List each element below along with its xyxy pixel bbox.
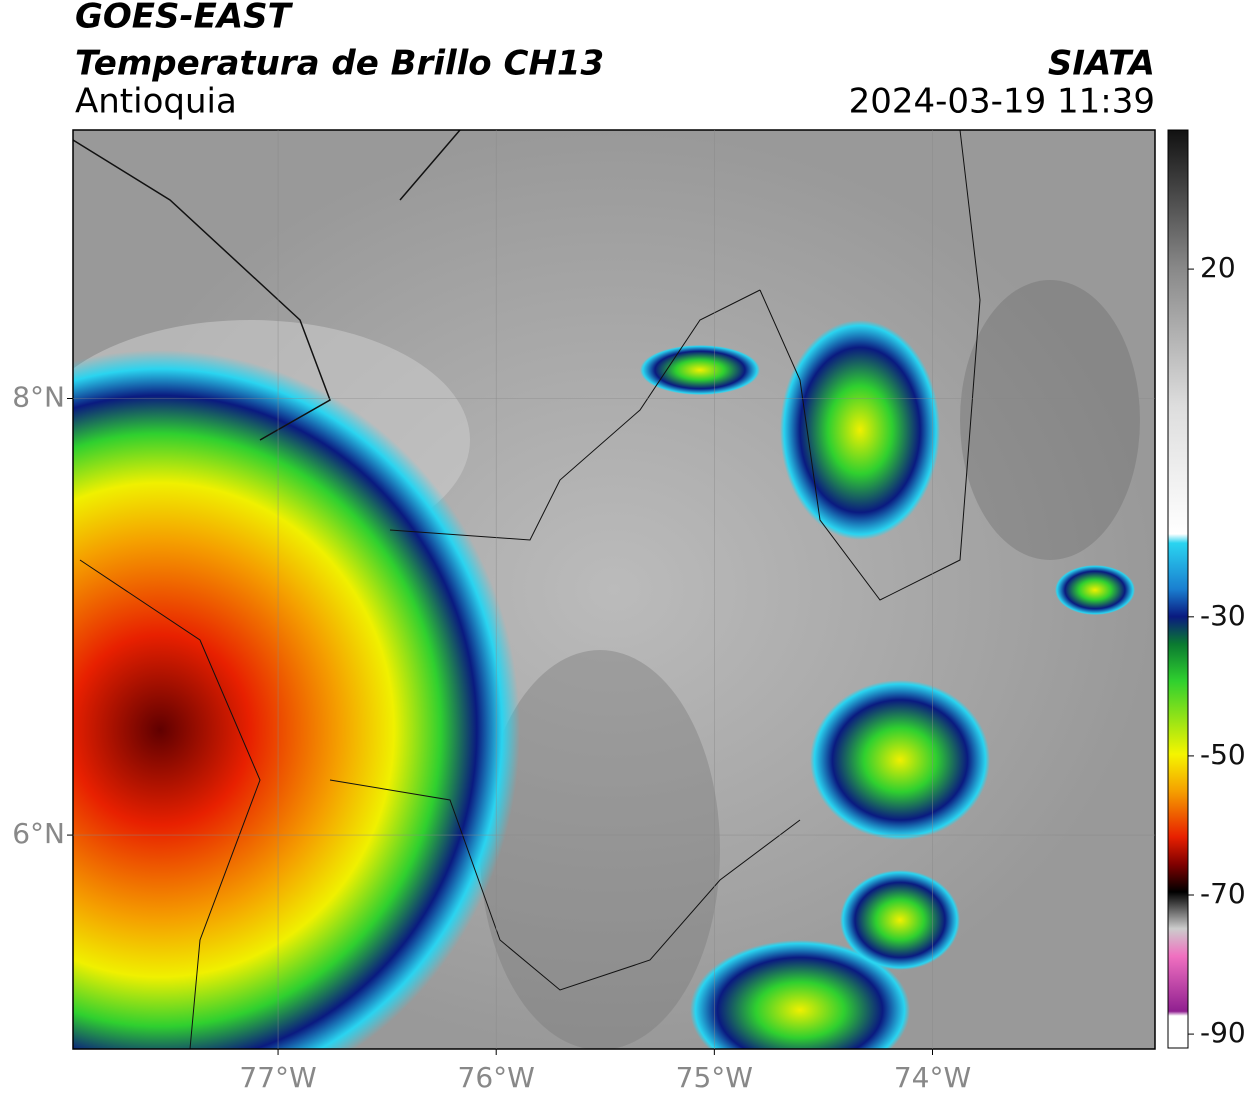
- colorbar-label: -70: [1200, 877, 1246, 910]
- colorbar-label: -50: [1200, 738, 1246, 771]
- x-tick-label: 74°W: [894, 1061, 971, 1094]
- colorbar: [1167, 129, 1189, 1049]
- colorbar-label: 20: [1200, 251, 1236, 284]
- subtitle: Temperatura de Brillo CH13: [75, 44, 604, 84]
- map-frame: [72, 129, 1156, 1050]
- y-tick-label: 6°N: [12, 817, 65, 850]
- datetime: 2024-03-19 11:39: [849, 82, 1155, 122]
- region: Antioquia: [75, 82, 237, 122]
- y-tick-label: 8°N: [12, 380, 65, 413]
- colorbar-label: -30: [1200, 599, 1246, 632]
- x-tick-label: 76°W: [458, 1061, 535, 1094]
- x-tick-label: 77°W: [239, 1061, 316, 1094]
- colorbar-label: -90: [1200, 1016, 1246, 1049]
- x-tick-label: 75°W: [676, 1061, 753, 1094]
- title: GOES-EAST: [75, 0, 294, 37]
- satellite-image: [73, 130, 1155, 1049]
- source: SIATA: [1048, 44, 1155, 84]
